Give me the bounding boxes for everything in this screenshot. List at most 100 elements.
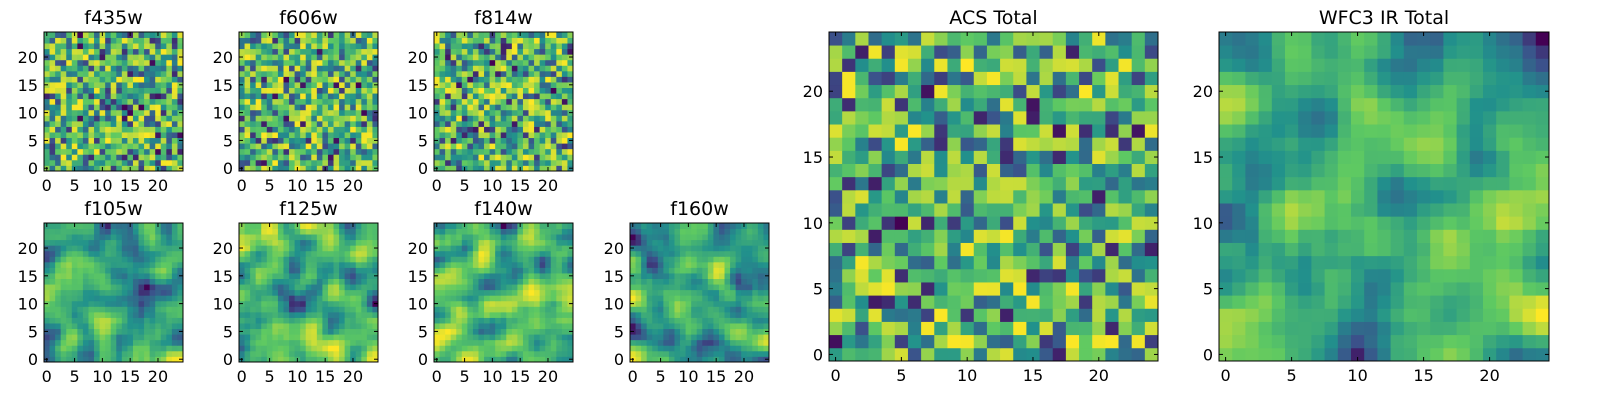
- heatmap-cell: [489, 350, 496, 357]
- heatmap-cell: [160, 143, 167, 150]
- heatmap-cell: [250, 223, 257, 229]
- heatmap-cell: [149, 323, 156, 330]
- heatmap-cell: [707, 256, 714, 263]
- heatmap-cell: [1065, 229, 1080, 243]
- heatmap-cell: [177, 317, 184, 324]
- heatmap-cell: [550, 345, 557, 352]
- heatmap-cell: [132, 143, 139, 150]
- heatmap-cell: [327, 87, 334, 94]
- heatmap-cell: [294, 350, 301, 357]
- heatmap-cell: [702, 261, 709, 268]
- heatmap-cell: [239, 323, 245, 330]
- heatmap-cell: [82, 267, 89, 274]
- heatmap-cell: [746, 223, 753, 229]
- heatmap-cell: [94, 93, 100, 100]
- heatmap-cell: [456, 339, 463, 346]
- heatmap-cell: [277, 59, 284, 66]
- heatmap-cell: [691, 223, 698, 229]
- heatmap-cell: [1052, 347, 1067, 362]
- heatmap-cell: [500, 70, 507, 77]
- heatmap-cell: [88, 228, 95, 235]
- heatmap-cell: [713, 317, 720, 324]
- heatmap-cell: [545, 311, 552, 318]
- heatmap-cell: [333, 98, 340, 105]
- heatmap-cell: [947, 203, 961, 217]
- heatmap-cell: [361, 54, 368, 61]
- heatmap-cell: [456, 148, 463, 155]
- heatmap-cell: [528, 82, 535, 88]
- heatmap-cell: [49, 278, 56, 285]
- heatmap-cell: [144, 273, 151, 279]
- heatmap-cell: [1144, 242, 1159, 257]
- heatmap-cell: [361, 239, 368, 246]
- heatmap-cell: [305, 317, 312, 324]
- heatmap-cell: [255, 143, 262, 150]
- heatmap-cell: [539, 256, 546, 263]
- heatmap-cell: [333, 273, 340, 279]
- heatmap-cell: [746, 306, 753, 313]
- heatmap-cell: [1052, 176, 1067, 191]
- heatmap-cell: [316, 317, 323, 324]
- heatmap-cell: [713, 289, 720, 296]
- heatmap-cell: [333, 126, 340, 133]
- heatmap-cell: [305, 93, 312, 100]
- heatmap-cell: [144, 295, 151, 302]
- heatmap-cell: [177, 43, 184, 50]
- heatmap-cell: [355, 65, 362, 72]
- heatmap-cell: [456, 59, 463, 66]
- heatmap-cell: [522, 345, 529, 352]
- heatmap-cell: [160, 32, 167, 38]
- heatmap-cell: [149, 295, 156, 302]
- heatmap-cell: [132, 154, 139, 161]
- heatmap-cell: [1026, 242, 1040, 257]
- heatmap-cell: [1105, 268, 1119, 283]
- heatmap-cell: [110, 93, 117, 100]
- heatmap-cell: [77, 43, 84, 50]
- heatmap-cell: [1079, 163, 1093, 178]
- heatmap-cell: [322, 323, 329, 330]
- heatmap-cell: [829, 295, 843, 309]
- heatmap-cell: [316, 250, 323, 257]
- heatmap-cell: [88, 278, 95, 285]
- heatmap-cell: [724, 245, 731, 252]
- heatmap-cell: [702, 289, 709, 296]
- heatmap-cell: [60, 109, 67, 116]
- heatmap-cell: [316, 284, 323, 291]
- heatmap-cell: [177, 284, 184, 291]
- heatmap-cell: [255, 48, 262, 55]
- heatmap-cell: [322, 300, 329, 307]
- heatmap-cell: [361, 261, 368, 268]
- heatmap-cell: [517, 154, 524, 161]
- heatmap-cell: [528, 154, 535, 161]
- heatmap-cell: [66, 132, 73, 139]
- heatmap-cell: [674, 245, 681, 252]
- heatmap-cell: [461, 154, 468, 161]
- heatmap-cell: [166, 295, 173, 302]
- heatmap-cell: [250, 54, 257, 61]
- heatmap-cell: [500, 37, 507, 44]
- heatmap-cell: [445, 104, 452, 111]
- heatmap-cell: [110, 239, 117, 246]
- heatmap-cell: [545, 284, 552, 291]
- heatmap-cell: [94, 43, 100, 50]
- heatmap-cell: [305, 76, 312, 83]
- heatmap-cell: [439, 306, 446, 313]
- heatmap-cell: [646, 289, 653, 296]
- heatmap-cell: [316, 356, 323, 363]
- heatmap-cell: [155, 132, 162, 139]
- heatmap-cell: [674, 317, 681, 324]
- heatmap-cell: [99, 250, 106, 257]
- heatmap-cell: [339, 159, 346, 166]
- heatmap-cell: [171, 87, 178, 94]
- heatmap-cell: [730, 239, 737, 246]
- heatmap-cell: [450, 109, 457, 116]
- heatmap-cell: [366, 43, 373, 50]
- heatmap-cell: [94, 104, 100, 111]
- heatmap-cell: [461, 323, 468, 330]
- heatmap-cell: [110, 65, 117, 72]
- heatmap-cell: [82, 76, 89, 83]
- heatmap-cell: [277, 311, 284, 318]
- heatmap-cell: [372, 311, 379, 318]
- heatmap-cell: [177, 295, 184, 302]
- heatmap-cell: [250, 87, 257, 94]
